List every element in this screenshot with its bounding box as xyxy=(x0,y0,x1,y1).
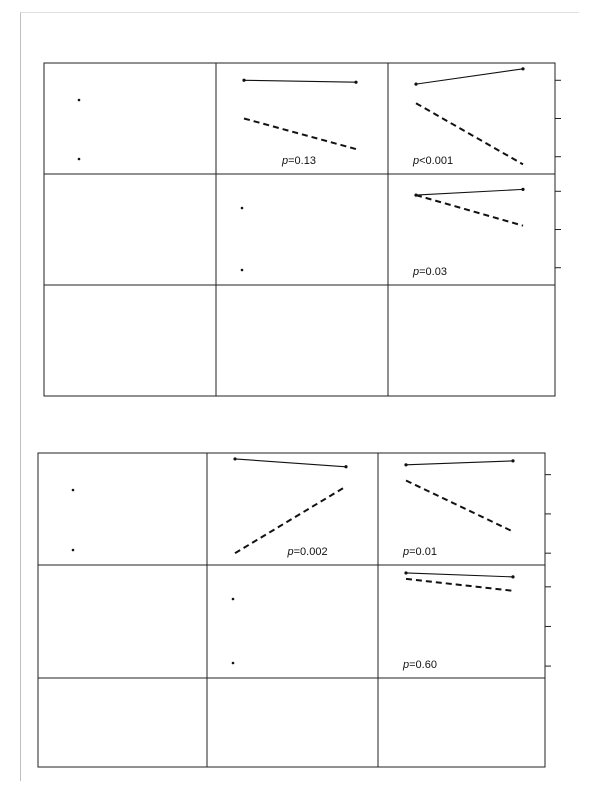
p-value: =0.13 xyxy=(288,155,316,167)
data-point xyxy=(233,457,237,461)
series-line-solid xyxy=(415,68,524,85)
p-value-label: p=0.002 xyxy=(287,546,328,558)
p-value: <0.001 xyxy=(419,155,453,167)
data-point xyxy=(511,459,515,463)
series-line-dashed xyxy=(243,117,357,151)
p-symbol: p xyxy=(402,659,409,671)
p-value: =0.002 xyxy=(294,546,328,558)
p-symbol: p xyxy=(412,266,419,278)
level-bullet xyxy=(231,661,235,665)
panel-border xyxy=(43,62,556,397)
p-value-label: p<0.001 xyxy=(412,155,453,167)
data-point xyxy=(354,80,358,84)
p-symbol: p xyxy=(287,546,294,558)
series-line-solid xyxy=(234,458,347,468)
panel-border xyxy=(37,452,546,768)
series-line-dashed xyxy=(415,194,524,227)
p-value-label: p=0.03 xyxy=(412,266,447,278)
series-line-solid xyxy=(405,572,514,578)
data-point xyxy=(404,571,408,575)
p-value: =0.03 xyxy=(419,266,447,278)
p-symbol: p xyxy=(281,155,288,167)
p-value-label: p=0.01 xyxy=(402,546,437,558)
data-point xyxy=(521,67,525,71)
level-bullet xyxy=(71,548,75,552)
data-point xyxy=(242,78,246,82)
p-value-label: p=0.60 xyxy=(402,659,437,671)
series-line-solid xyxy=(415,188,524,196)
level-bullet xyxy=(71,488,75,492)
data-point xyxy=(404,463,408,467)
data-point xyxy=(414,82,418,86)
p-value: =0.01 xyxy=(409,546,437,558)
level-bullet xyxy=(77,98,81,102)
series-line-dashed xyxy=(415,102,524,166)
data-point xyxy=(344,465,348,469)
data-point xyxy=(521,187,525,191)
series-line-solid xyxy=(405,460,514,466)
p-symbol: p xyxy=(412,155,419,167)
series-line-solid xyxy=(243,79,357,83)
level-bullet xyxy=(240,206,244,210)
level-bullet xyxy=(231,597,235,601)
series-line-dashed xyxy=(405,577,514,592)
figure-frame xyxy=(20,12,579,781)
p-symbol: p xyxy=(402,546,409,558)
level-bullet xyxy=(77,157,81,161)
data-point xyxy=(511,575,515,579)
level-bullet xyxy=(240,268,244,272)
p-value: =0.60 xyxy=(409,659,437,671)
series-line-dashed xyxy=(234,485,347,555)
series-line-dashed xyxy=(405,479,514,533)
p-value-label: p=0.13 xyxy=(281,155,316,167)
